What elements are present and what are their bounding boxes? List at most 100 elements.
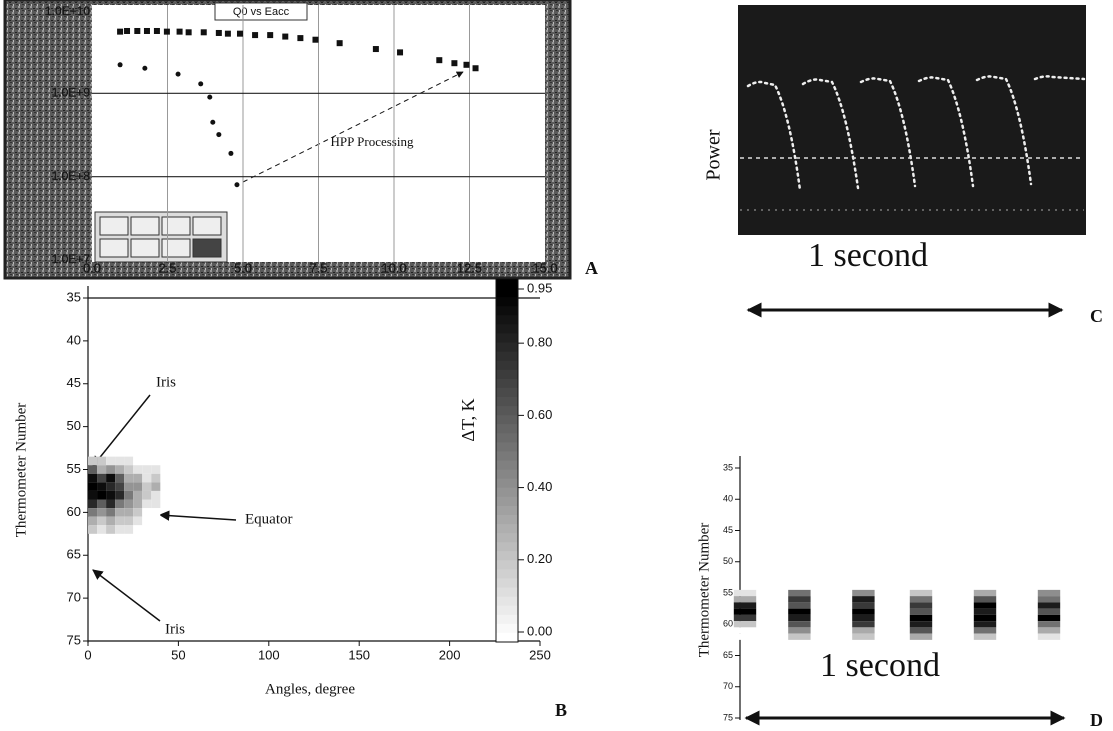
heat-cell: [1037, 589, 1061, 597]
colorbar-step: [496, 623, 518, 634]
y-tick-label: 75: [67, 632, 81, 647]
heat-cell: [115, 465, 125, 474]
heat-cell: [788, 602, 811, 609]
annotation: Iris: [165, 621, 185, 637]
heat-cell: [88, 508, 98, 517]
data-point: [463, 61, 470, 68]
colorbar-step: [496, 297, 518, 307]
colorbar-step: [496, 551, 518, 561]
heat-cell: [124, 482, 134, 491]
toolbar: [94, 211, 228, 263]
y-tick-label: 55: [723, 587, 733, 597]
chart-title: Q0 vs Eacc: [233, 6, 290, 18]
heat-cell: [909, 596, 933, 603]
heat-cell: [151, 482, 161, 491]
heat-cell: [124, 525, 134, 534]
colorbar-tick-label: 0.60: [527, 407, 552, 422]
annotation: 1 second: [808, 237, 928, 274]
x-tick-label: 5.0: [234, 260, 252, 275]
heat-cell: [733, 596, 757, 603]
y-tick-label: 60: [67, 504, 81, 519]
x-tick-label: 150: [348, 647, 370, 662]
title-box: [214, 2, 308, 21]
annotation: HPP Processing: [331, 134, 414, 149]
heat-cell: [115, 499, 125, 509]
heat-cell: [151, 473, 161, 483]
heat-cell: [1037, 602, 1061, 609]
heat-cell: [88, 456, 98, 466]
heat-cell: [909, 621, 933, 628]
heat-cell: [973, 596, 997, 603]
data-point: [228, 150, 234, 156]
colorbar-step: [496, 442, 518, 452]
heat-cell: [142, 473, 152, 483]
y-tick-label: 50: [67, 418, 81, 433]
annotation: Equator: [245, 511, 292, 527]
colorbar-step: [496, 279, 518, 289]
data-point: [124, 27, 131, 34]
y-tick-label: 60: [723, 619, 733, 629]
data-point: [252, 32, 259, 39]
heat-cell: [788, 633, 811, 640]
colorbar-step: [496, 415, 518, 425]
heat-cell: [106, 508, 116, 517]
y-tick-label: 35: [67, 289, 81, 304]
heat-cell: [97, 525, 107, 534]
colorbar-step: [496, 542, 518, 552]
y-tick-label: 55: [67, 461, 81, 476]
heat-cell: [88, 465, 98, 474]
data-point: [175, 71, 181, 77]
data-point: [451, 60, 458, 67]
annotation-arrow: [158, 510, 237, 521]
heat-cell: [133, 516, 143, 526]
heat-cell: [115, 508, 125, 517]
heat-cell: [115, 473, 125, 483]
heat-cell: [733, 614, 757, 622]
data-point: [472, 65, 479, 72]
y-tick-label: 75: [723, 712, 733, 722]
heat-cell: [973, 614, 997, 622]
colorbar-step: [496, 315, 518, 325]
y-tick-label: 1.0E+7: [52, 252, 91, 266]
data-point: [200, 29, 207, 36]
heat-cell: [973, 621, 997, 628]
heat-cell: [133, 456, 143, 466]
x-axis-label: Angles, degree: [265, 681, 355, 697]
heat-cell: [133, 490, 143, 500]
heat-cell: [133, 465, 143, 474]
colorbar-tick-label: 0.95: [527, 280, 552, 295]
colorbar-tick-label: 0.20: [527, 551, 552, 566]
y-tick-label: 40: [723, 494, 733, 504]
colorbar-step: [496, 333, 518, 344]
heat-cell: [106, 490, 116, 500]
heat-cell: [151, 499, 161, 509]
heat-cell: [106, 456, 116, 466]
heat-cell: [88, 473, 98, 483]
heat-cell: [142, 482, 152, 491]
heat-cell: [142, 499, 152, 509]
heat-cell: [973, 602, 997, 609]
heat-cell: [1037, 633, 1061, 640]
heat-cell: [852, 608, 875, 615]
heat-cell: [106, 516, 116, 526]
heat-cell: [88, 525, 98, 534]
data-point: [176, 28, 183, 35]
heat-cell: [88, 499, 98, 509]
annotation: 1 second: [820, 647, 940, 684]
heat-cell: [133, 482, 143, 491]
heat-cell: [106, 499, 116, 509]
colorbar-step: [496, 351, 518, 362]
colorbar-step: [496, 406, 518, 416]
heat-cell: [115, 456, 125, 466]
colorbar-step: [496, 387, 518, 398]
y-tick-label: 35: [723, 462, 733, 472]
panel-label: B: [555, 700, 567, 720]
heat-cell: [142, 490, 152, 500]
data-point: [207, 94, 213, 100]
heat-cell: [852, 596, 875, 603]
colorbar-step: [496, 342, 518, 353]
colorbar-step: [496, 605, 518, 616]
colorbar-step: [496, 487, 518, 498]
heat-cell: [852, 627, 875, 634]
